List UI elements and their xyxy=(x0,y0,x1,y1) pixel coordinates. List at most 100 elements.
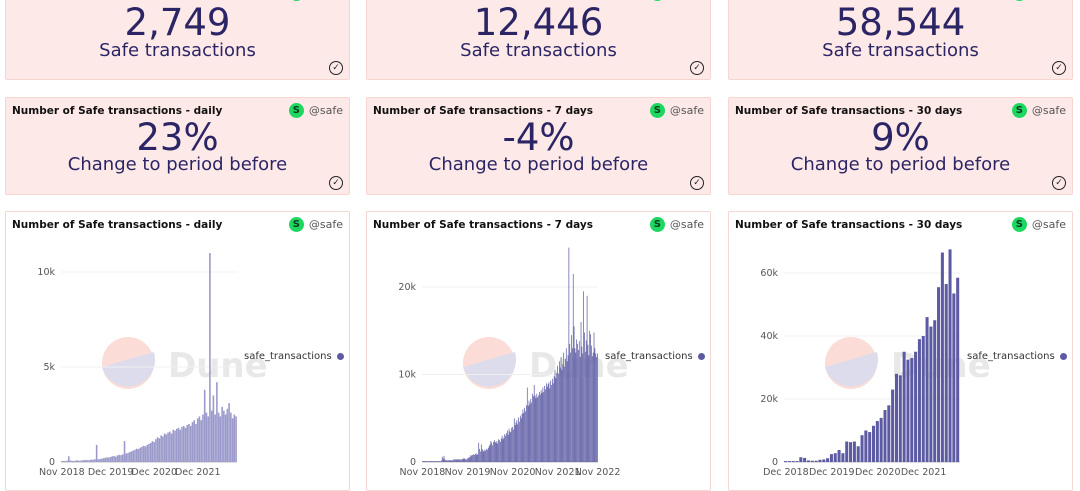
data-bar xyxy=(570,352,571,462)
data-bar xyxy=(560,357,562,462)
chart-legend[interactable]: safe_transactions xyxy=(605,351,705,362)
data-bar xyxy=(860,435,864,462)
data-bar xyxy=(457,459,459,462)
data-bar xyxy=(522,409,524,462)
chart-legend[interactable]: safe_transactions xyxy=(967,351,1067,362)
card-title[interactable]: Number of Safe transactions - daily xyxy=(12,105,223,117)
data-bar xyxy=(209,253,211,462)
chart-title[interactable]: Number of Safe transactions - 30 days xyxy=(735,219,963,231)
counter-label: Safe transactions xyxy=(460,40,617,61)
data-bar xyxy=(791,461,795,462)
data-bar xyxy=(74,460,77,462)
data-bar xyxy=(864,430,868,462)
data-bar xyxy=(898,375,902,462)
legend-dot xyxy=(336,353,344,360)
owner-badge[interactable]: S@safe xyxy=(288,0,343,1)
data-bar xyxy=(435,461,436,462)
data-bar xyxy=(452,460,454,462)
data-bar xyxy=(429,461,431,462)
data-bar xyxy=(231,418,234,462)
owner-badge[interactable]: S@safe xyxy=(288,103,343,118)
dune-logo-lower-icon xyxy=(463,352,517,387)
data-bar xyxy=(224,414,227,462)
data-bar xyxy=(531,402,532,462)
data-bar xyxy=(448,460,450,462)
data-bar xyxy=(565,348,567,462)
data-bar xyxy=(552,383,554,462)
card-title[interactable]: Number of Safe transactions - 30 days xyxy=(735,105,963,117)
check-circle-icon: ✓ xyxy=(329,176,343,190)
data-bar xyxy=(566,361,568,462)
data-bar xyxy=(545,383,547,462)
owner-badge[interactable]: S@safe xyxy=(1011,0,1066,1)
data-bar xyxy=(521,413,523,462)
owner-badge[interactable]: S@safe xyxy=(649,103,704,118)
owner-badge[interactable]: S@safe xyxy=(1011,103,1066,118)
data-bar xyxy=(856,446,860,462)
data-bar xyxy=(139,447,142,462)
data-bar xyxy=(111,456,114,462)
data-bar xyxy=(130,451,133,462)
dune-logo-lower-icon xyxy=(825,352,879,387)
change-label: Change to period before xyxy=(428,154,649,175)
data-bar xyxy=(567,355,569,462)
data-bar xyxy=(526,387,528,462)
chart-title[interactable]: Number of Safe transactions - 7 days xyxy=(373,219,593,231)
card-title[interactable]: Number of Safe transactions - 7 days xyxy=(373,105,593,117)
data-bar xyxy=(525,411,526,462)
change-card-daily: Number of Safe transactions - daily S @sa… xyxy=(5,97,350,195)
data-bar xyxy=(441,456,443,462)
data-bar xyxy=(446,460,447,462)
data-bar xyxy=(487,449,488,462)
check-circle-icon: ✓ xyxy=(690,61,704,75)
data-bar xyxy=(512,427,513,462)
data-bar xyxy=(212,395,215,462)
data-bar xyxy=(160,435,162,462)
data-bar xyxy=(83,460,86,462)
data-bar xyxy=(104,457,107,462)
data-bar xyxy=(544,385,545,462)
data-bar xyxy=(439,461,441,462)
data-bar xyxy=(467,458,468,462)
data-bar xyxy=(513,429,514,462)
data-bar xyxy=(910,358,914,462)
data-bar xyxy=(469,456,471,462)
owner-badge[interactable]: S@safe xyxy=(649,217,704,232)
owner-badge[interactable]: S@safe xyxy=(288,217,343,232)
data-bar xyxy=(536,393,538,462)
data-bar xyxy=(151,441,154,462)
owner-badge[interactable]: S@safe xyxy=(649,0,704,1)
data-bar xyxy=(448,460,449,462)
data-bar xyxy=(71,460,74,462)
data-bar xyxy=(493,441,494,462)
data-bar xyxy=(424,461,426,462)
data-bar xyxy=(795,461,799,462)
safe-avatar-icon: S xyxy=(1011,0,1027,1)
x-tick-label: Dec 2021 xyxy=(175,467,221,478)
data-bar xyxy=(564,366,565,462)
data-bar xyxy=(142,445,145,462)
counter-card-30-days: S@safe 58,544 Safe transactions ✓ xyxy=(728,0,1073,80)
data-bar xyxy=(914,351,918,462)
data-bar xyxy=(558,361,560,462)
data-bar xyxy=(576,339,578,462)
data-bar xyxy=(498,439,500,462)
data-bar xyxy=(179,429,182,462)
owner-badge[interactable]: S@safe xyxy=(1011,217,1066,232)
data-bar xyxy=(956,277,960,462)
data-bar xyxy=(425,461,427,462)
data-bar xyxy=(115,456,117,462)
counter-card-7-days: S@safe 12,446 Safe transactions ✓ xyxy=(366,0,711,80)
data-bar xyxy=(69,460,72,462)
data-bar xyxy=(95,444,98,462)
chart-legend[interactable]: safe_transactions xyxy=(244,351,344,362)
data-bar xyxy=(565,358,566,462)
chart-title[interactable]: Number of Safe transactions - daily xyxy=(12,219,223,231)
data-bar xyxy=(937,287,941,462)
data-bar xyxy=(516,420,518,462)
data-bar xyxy=(502,439,504,462)
data-bar xyxy=(594,348,596,462)
data-bar xyxy=(118,454,121,462)
data-bar xyxy=(217,412,220,462)
